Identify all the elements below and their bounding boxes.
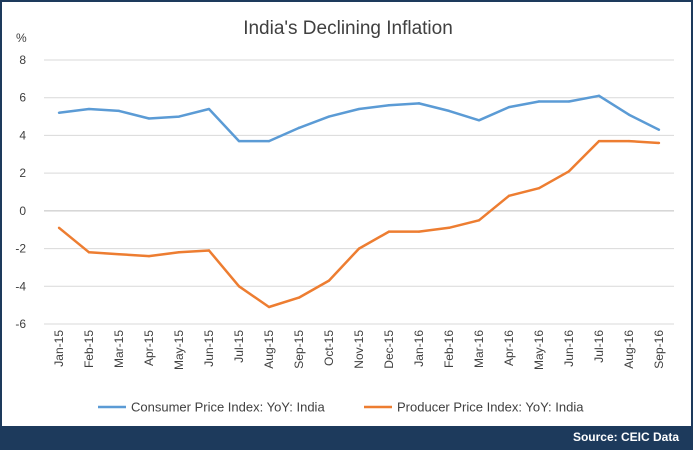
- data-point: [117, 253, 121, 256]
- data-point: [237, 139, 241, 143]
- data-point: [447, 226, 451, 230]
- x-tick-label: Feb-15: [82, 330, 96, 368]
- y-tick-label: 0: [19, 204, 26, 218]
- data-point: [417, 230, 421, 233]
- data-point: [147, 254, 151, 258]
- data-point: [57, 111, 61, 115]
- y-tick-label: -2: [15, 242, 26, 256]
- axes: -6 -4 -2 0 2 4 6 8 Jan-15 Feb-15 Mar-15 Apr-15 May-1…: [15, 53, 674, 370]
- y-tick-label: 6: [19, 91, 26, 105]
- x-tick-label: Oct-15: [322, 330, 336, 366]
- y-tick-label: -6: [15, 317, 26, 331]
- y-tick-label: -4: [15, 279, 26, 293]
- data-point: [537, 100, 541, 103]
- x-tick-label: Jan-16: [412, 330, 426, 367]
- data-point: [417, 102, 421, 105]
- legend-label: Consumer Price Index: YoY: India: [131, 400, 325, 415]
- x-tick-label: Sep-16: [652, 330, 666, 369]
- x-tick-label: Sep-15: [292, 330, 306, 369]
- legend: Consumer Price Index: YoY: India Producer…: [98, 400, 584, 415]
- x-tick-label: Jan-15: [52, 330, 66, 367]
- data-point: [357, 107, 361, 111]
- data-point: [147, 117, 151, 120]
- source-label: Source: CEIC Data: [572, 430, 679, 444]
- data-point: [87, 251, 91, 254]
- data-point: [567, 170, 571, 173]
- x-tick-label: Feb-16: [442, 330, 456, 368]
- data-point: [597, 94, 601, 98]
- data-point: [237, 285, 241, 288]
- x-tick-label: Jun-16: [562, 330, 576, 367]
- x-tick-label: Apr-16: [502, 330, 516, 366]
- x-tick-label: Jul-15: [232, 330, 246, 363]
- series-lines: [57, 94, 661, 309]
- chart-title: India's Declining Inflation: [243, 18, 453, 39]
- legend-label: Producer Price Index: YoY: India: [397, 400, 584, 415]
- data-point: [387, 104, 391, 107]
- data-point: [297, 126, 301, 130]
- data-point: [267, 139, 271, 143]
- x-tick-label: Apr-15: [142, 330, 156, 366]
- data-point: [327, 279, 331, 282]
- data-point: [207, 249, 211, 252]
- x-tick-label: Jul-16: [592, 330, 606, 363]
- data-point: [477, 119, 481, 122]
- x-tick-label: Jun-15: [202, 330, 216, 367]
- y-tick-label: 4: [19, 128, 26, 142]
- x-tick-label: Dec-15: [382, 330, 396, 369]
- data-point: [597, 139, 601, 143]
- data-point: [177, 115, 181, 118]
- data-point: [327, 115, 331, 118]
- data-point: [507, 194, 511, 197]
- x-tick-label: Aug-16: [622, 330, 636, 369]
- data-point: [567, 100, 571, 103]
- y-tick-label: 8: [19, 53, 26, 67]
- data-point: [267, 305, 271, 309]
- data-point: [507, 105, 511, 109]
- data-point: [57, 226, 61, 230]
- data-point: [357, 247, 361, 250]
- data-point: [627, 139, 631, 143]
- data-point: [207, 107, 211, 111]
- data-point: [297, 296, 301, 299]
- series-line-2: [58, 139, 660, 309]
- y-axis-unit-label: %: [16, 31, 27, 45]
- x-tick-label: May-16: [532, 330, 546, 370]
- line-chart: -6 -4 -2 0 2 4 6 8 Jan-15 Feb-15 Mar-15 Apr-15 May-1…: [15, 18, 674, 415]
- data-point: [627, 113, 631, 116]
- x-tick-label: Mar-15: [112, 330, 126, 368]
- x-tick-label: Mar-16: [472, 330, 486, 368]
- x-tick-label: May-15: [172, 330, 186, 370]
- data-point: [87, 107, 91, 111]
- data-point: [117, 109, 121, 113]
- data-point: [387, 230, 391, 233]
- data-point: [477, 219, 481, 222]
- data-point: [177, 251, 181, 254]
- x-tick-label: Nov-15: [352, 330, 366, 369]
- y-tick-label: 2: [19, 166, 26, 180]
- data-point: [657, 141, 661, 145]
- x-tick-label: Aug-15: [262, 330, 276, 369]
- data-point: [447, 109, 451, 113]
- footer-bar: Source: CEIC Data: [2, 426, 691, 448]
- data-point: [657, 128, 661, 131]
- data-point: [537, 187, 541, 190]
